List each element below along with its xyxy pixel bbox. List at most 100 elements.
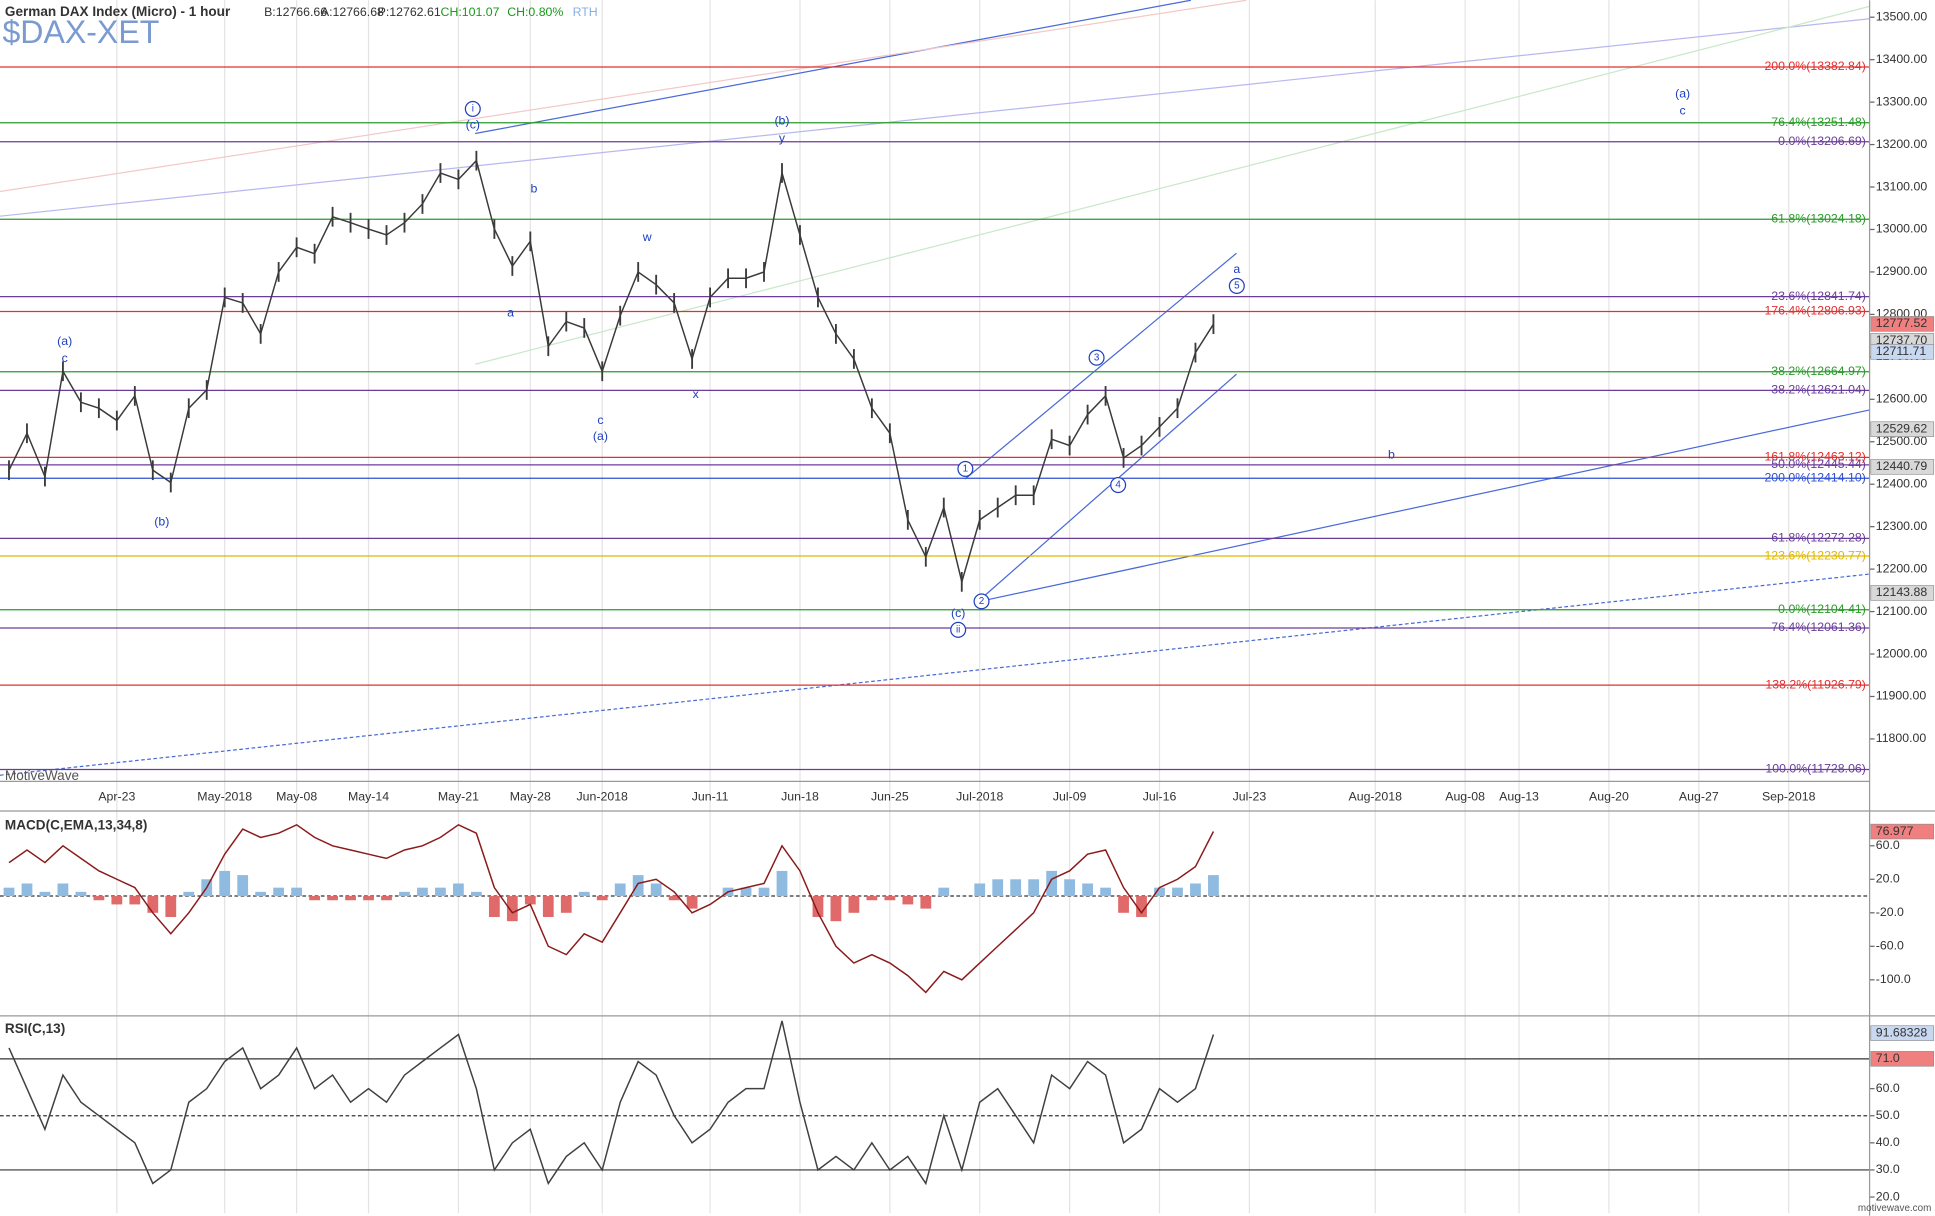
wave-circle [957,460,974,477]
y-tick-label: 11800.00 [1876,731,1927,745]
wave-label: a [1233,262,1240,276]
chart-title: German DAX Index (Micro) - 1 hour [5,4,231,19]
trend-line [0,0,1247,193]
x-tick-label: Jun-18 [781,790,819,804]
histogram-bar [381,896,392,901]
wave-circle [1088,349,1105,366]
price-badge [1870,421,1935,437]
wave-label: a [507,305,514,319]
y-tick-label: 13000.00 [1876,222,1928,236]
wave-circle [1110,477,1127,494]
histogram-bar [417,887,428,897]
histogram-bar [578,891,590,897]
line [8,159,1215,585]
x-tick-label: May-2018 [197,790,252,804]
y-tick-label: 12300.00 [1876,519,1928,533]
histogram-bar [399,891,410,897]
wave-label: c [62,351,68,365]
histogram-bar [255,891,267,897]
histogram-bar [1010,879,1022,897]
level-label: 0.0%(13206.69) [1778,134,1866,148]
quote: CH:0.80% [507,5,563,19]
level-label: 61.8%(12272.28) [1771,531,1866,545]
quote: B:12766.66 [264,5,327,19]
histogram-bar [1208,875,1219,897]
histogram-bar [183,891,195,897]
x-tick-label: Sep-2018 [1762,790,1816,804]
x-tick-label: Jun-25 [871,790,909,804]
histogram-bar [632,875,644,897]
line [8,1020,1215,1186]
panel-title: RSI(C,13) [5,1021,65,1036]
histogram-bar [309,896,320,901]
histogram-bar [129,896,141,905]
histogram-bar [1064,879,1076,897]
histogram-bar [1154,887,1165,897]
histogram-bar [21,883,33,897]
quote: RTH [573,5,598,19]
wave-label: (c) [951,606,965,620]
histogram-bar [920,896,932,909]
y-tick-label: 60.0 [1876,838,1900,852]
wave-label: c [597,413,603,427]
wave-label: w [642,230,652,244]
y-tick-label: 12200.00 [1876,561,1928,575]
histogram-bar [992,879,1004,897]
x-tick-label: Jul-16 [1143,790,1177,804]
wave-label: (b) [154,515,169,529]
y-tick-label: 20.0 [1876,1189,1900,1203]
y-tick-label: 40.0 [1876,1135,1900,1149]
trend-line [974,409,1870,604]
x-tick-label: Aug-13 [1499,790,1539,804]
level-label: 76.4%(12061.36) [1771,620,1866,634]
level-label: 38.2%(12664.97) [1771,364,1866,378]
histogram-bar [291,887,303,897]
histogram-bar [560,896,572,913]
histogram-bar [1190,883,1201,897]
wave-label: (a) [593,429,608,443]
y-tick-label: -20.0 [1876,905,1904,919]
value-badge-text: 76.977 [1876,824,1914,838]
histogram-bar [902,896,914,905]
x-tick-label: Aug-2018 [1348,790,1402,804]
histogram-bar [488,896,500,917]
histogram-bar [884,896,896,901]
histogram-bar [1118,896,1129,913]
level-label: 76.4%(13251.48) [1771,115,1866,129]
watermark: MotiveWave [5,768,79,783]
quote: CH:101.07 [441,5,500,19]
plot: Apr-23 May-2018 May-08 May-14 May-21 May-28 Ju… [0,9,1935,1203]
histogram-bar [453,883,464,897]
wave-label: b [1388,448,1395,462]
price-badge-text: 12529.62 [1876,421,1928,435]
histogram-bar [57,883,69,897]
level-label: 200.0%(13382.84) [1764,59,1865,73]
x-tick-label: May-08 [276,790,317,804]
histogram-bar [830,896,842,922]
wave-label: (c) [466,117,480,131]
channel-line [964,252,1237,480]
channel-line [980,373,1237,600]
y-tick-label: 13100.00 [1876,179,1928,193]
price-badge [1870,459,1935,475]
y-tick-label: 12400.00 [1876,476,1928,490]
wave-label: (a) [1675,86,1690,100]
histogram-bar [219,870,231,897]
y-tick-label: 11900.00 [1876,689,1927,703]
histogram-bar [39,891,51,897]
value-badge [1870,1025,1935,1041]
level-label: 123.6%(12230.77) [1764,548,1865,562]
histogram-bar [938,887,950,897]
price-badge [1870,344,1935,360]
y-tick-label: 12100.00 [1876,604,1928,618]
price-badge-text: 12737.70 [1876,333,1928,347]
wave-label: 5 [1234,281,1240,292]
histogram-bar [740,887,752,897]
histogram-bar [470,891,482,897]
x-tick-label: Aug-27 [1679,790,1719,804]
histogram-bar [506,896,518,922]
level-badge [1870,1051,1935,1067]
y-tick-label: 20.0 [1876,872,1900,886]
